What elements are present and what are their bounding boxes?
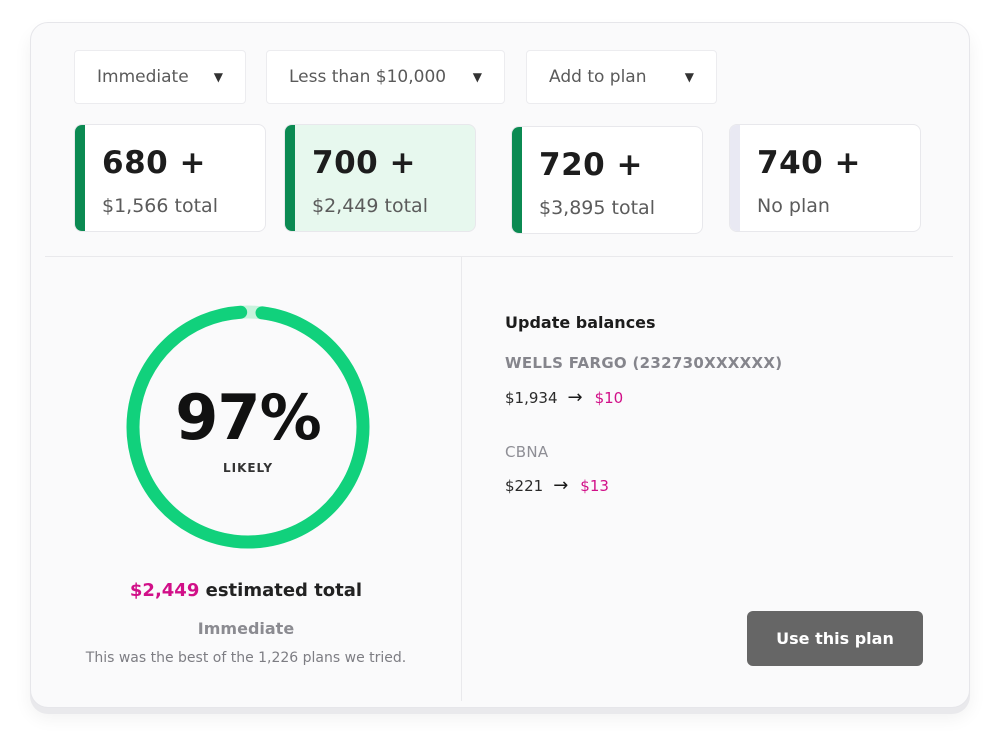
estimated-amount: $2,449 [129, 580, 200, 601]
likelihood-label: LIKELY [222, 461, 274, 475]
balance-to: $13 [580, 476, 609, 495]
score-accent-bar [512, 127, 522, 233]
caret-down-icon: ▼ [213, 70, 223, 84]
account-name: WELLS FARGO (232730XXXXXX) [505, 354, 783, 372]
plan-action-dropdown-label: Add to plan [549, 67, 647, 87]
score-total: No plan [757, 195, 830, 217]
plan-note: This was the best of the 1,226 plans we … [85, 650, 407, 666]
ring-progress [126, 305, 370, 549]
balance-from: $221 [505, 476, 544, 495]
timing-dropdown[interactable]: Immediate ▼ [74, 50, 246, 104]
caret-down-icon: ▼ [684, 70, 694, 84]
estimated-total: $2,449 estimated total [31, 580, 461, 601]
arrow-right-icon: → [553, 475, 569, 496]
account-balance-change: $221 → $13 [505, 475, 609, 496]
likelihood-percent: 97% [175, 381, 321, 454]
use-plan-button[interactable]: Use this plan [747, 611, 923, 666]
amount-dropdown[interactable]: Less than $10,000 ▼ [266, 50, 505, 104]
plan-timing: Immediate [197, 619, 295, 638]
score-value: 680 + [102, 145, 206, 181]
balance-from: $1,934 [505, 388, 558, 407]
account-balance-change: $1,934 → $10 [505, 387, 623, 408]
likelihood-ring [126, 305, 370, 549]
score-value: 700 + [312, 145, 416, 181]
caret-down-icon: ▼ [472, 70, 482, 84]
score-total: $1,566 total [102, 195, 218, 217]
score-accent-bar [730, 125, 740, 231]
vertical-divider [461, 257, 462, 701]
score-option-740[interactable]: 740 + No plan [729, 124, 921, 232]
update-balances-title: Update balances [505, 313, 656, 332]
account-name: CBNA [505, 443, 549, 461]
arrow-right-icon: → [567, 387, 583, 408]
score-value: 740 + [757, 145, 861, 181]
timing-dropdown-label: Immediate [97, 67, 189, 87]
score-value: 720 + [539, 147, 643, 183]
plan-card: Immediate ▼ Less than $10,000 ▼ Add to p… [30, 22, 970, 708]
amount-dropdown-label: Less than $10,000 [289, 67, 447, 87]
plan-action-dropdown[interactable]: Add to plan ▼ [526, 50, 717, 104]
score-option-680[interactable]: 680 + $1,566 total [74, 124, 266, 232]
score-total: $3,895 total [539, 197, 655, 219]
balance-to: $10 [594, 388, 624, 407]
score-total: $2,449 total [312, 195, 428, 217]
score-option-720[interactable]: 720 + $3,895 total [511, 126, 703, 234]
score-option-700[interactable]: 700 + $2,449 total [284, 124, 476, 232]
estimated-label: estimated total [199, 580, 363, 601]
horizontal-divider [45, 256, 953, 257]
score-accent-bar [285, 125, 295, 231]
score-accent-bar [75, 125, 85, 231]
